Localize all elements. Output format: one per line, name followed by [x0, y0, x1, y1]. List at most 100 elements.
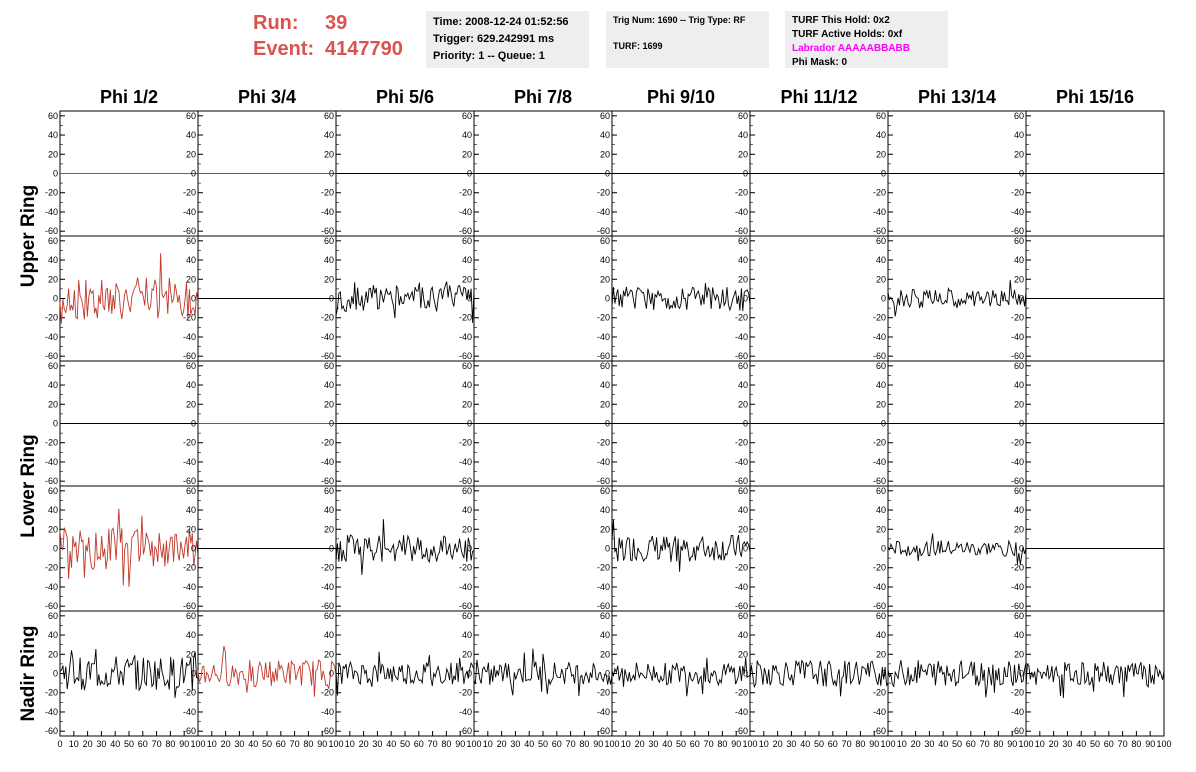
x-tick-label: 100	[1156, 739, 1171, 749]
y-tick-label: 20	[48, 399, 58, 409]
y-tick-label: 40	[1014, 255, 1024, 265]
x-tick-label: 30	[924, 739, 934, 749]
y-tick-label: -60	[45, 476, 58, 486]
y-tick-label: -20	[183, 188, 196, 198]
y-tick-label: 60	[738, 611, 748, 621]
y-tick-label: 40	[462, 130, 472, 140]
y-tick-label: -40	[183, 582, 196, 592]
y-tick-label: 0	[881, 294, 886, 304]
y-tick-label: -20	[873, 688, 886, 698]
y-tick-label: -60	[459, 351, 472, 361]
trigger-line: Trigger: 629.242991 ms	[433, 33, 555, 45]
y-tick-label: 40	[48, 130, 58, 140]
panel-frame	[473, 235, 613, 362]
y-tick-label: 0	[191, 669, 196, 679]
y-tick-label: 20	[462, 149, 472, 159]
y-tick-label: 60	[462, 361, 472, 371]
panel-frame	[611, 610, 751, 737]
y-tick-label: -40	[183, 457, 196, 467]
y-tick-label: 20	[324, 399, 334, 409]
y-tick-label: -20	[1011, 438, 1024, 448]
x-tick-label: 100	[1018, 739, 1033, 749]
x-tick-label: 60	[966, 739, 976, 749]
y-tick-label: 60	[738, 236, 748, 246]
y-tick-label: 0	[605, 169, 610, 179]
y-tick-label: -40	[459, 457, 472, 467]
y-tick-label: -60	[459, 601, 472, 611]
y-tick-label: 40	[48, 255, 58, 265]
y-tick-label: -20	[873, 438, 886, 448]
y-tick-label: -60	[183, 476, 196, 486]
turf-line: TURF: 1699	[613, 41, 663, 51]
y-tick-label: 20	[186, 149, 196, 159]
turf-hold-line: TURF This Hold: 0x2	[792, 15, 890, 26]
y-tick-label: -20	[735, 438, 748, 448]
y-tick-label: -40	[1011, 582, 1024, 592]
y-tick-label: 20	[1014, 274, 1024, 284]
x-tick-label: 40	[662, 739, 672, 749]
y-tick-label: 0	[881, 544, 886, 554]
x-tick-label: 10	[759, 739, 769, 749]
y-tick-label: -40	[597, 707, 610, 717]
x-tick-label: 50	[952, 739, 962, 749]
y-tick-label: -20	[321, 313, 334, 323]
x-tick-label: 30	[372, 739, 382, 749]
y-tick-label: 40	[738, 380, 748, 390]
y-tick-label: -20	[873, 563, 886, 573]
y-tick-label: 60	[1014, 361, 1024, 371]
x-tick-label: 30	[648, 739, 658, 749]
y-tick-label: 40	[876, 255, 886, 265]
x-tick-label: 70	[980, 739, 990, 749]
x-tick-label: 80	[993, 739, 1003, 749]
y-tick-label: -40	[597, 332, 610, 342]
y-tick-label: 40	[48, 505, 58, 515]
y-tick-label: 40	[186, 130, 196, 140]
y-tick-label: 60	[186, 361, 196, 371]
x-tick-label: 30	[510, 739, 520, 749]
y-tick-label: -40	[459, 582, 472, 592]
y-tick-label: -60	[873, 476, 886, 486]
x-tick-label: 70	[428, 739, 438, 749]
y-tick-label: 0	[881, 169, 886, 179]
y-tick-label: -40	[183, 707, 196, 717]
y-tick-label: -20	[597, 563, 610, 573]
y-tick-label: 20	[600, 149, 610, 159]
x-tick-label: 50	[262, 739, 272, 749]
waveform-trace	[611, 657, 751, 697]
column-header: Phi 15/16	[1056, 87, 1134, 107]
y-tick-label: -20	[597, 688, 610, 698]
y-tick-label: 40	[462, 630, 472, 640]
y-tick-label: 60	[186, 486, 196, 496]
y-tick-label: -20	[45, 438, 58, 448]
y-tick-label: -60	[459, 226, 472, 236]
x-tick-label: 20	[497, 739, 507, 749]
x-tick-label: 30	[96, 739, 106, 749]
x-tick-label: 90	[179, 739, 189, 749]
y-tick-label: -60	[183, 601, 196, 611]
y-tick-label: 0	[53, 669, 58, 679]
y-tick-label: -60	[735, 601, 748, 611]
y-tick-label: 20	[738, 274, 748, 284]
y-tick-label: -20	[321, 188, 334, 198]
y-tick-label: -40	[873, 457, 886, 467]
y-tick-label: 40	[462, 380, 472, 390]
y-tick-label: 40	[738, 130, 748, 140]
y-tick-label: 0	[743, 669, 748, 679]
y-tick-label: -60	[1011, 351, 1024, 361]
waveform-trace	[335, 281, 475, 323]
y-tick-label: -60	[597, 226, 610, 236]
y-tick-label: -20	[459, 688, 472, 698]
y-tick-label: -20	[597, 188, 610, 198]
y-tick-label: -40	[873, 582, 886, 592]
x-tick-label: 90	[869, 739, 879, 749]
x-tick-label: 80	[855, 739, 865, 749]
y-tick-label: -60	[45, 351, 58, 361]
trig-info-box: Trig Num: 1690 -- Trig Type: RF TURF: 16…	[606, 11, 769, 68]
ring-label: Nadir Ring	[18, 625, 39, 721]
x-tick-label: 40	[248, 739, 258, 749]
y-tick-label: 40	[186, 380, 196, 390]
x-tick-label: 10	[621, 739, 631, 749]
y-tick-label: 40	[600, 130, 610, 140]
column-header: Phi 7/8	[514, 87, 572, 107]
x-tick-label: 10	[69, 739, 79, 749]
